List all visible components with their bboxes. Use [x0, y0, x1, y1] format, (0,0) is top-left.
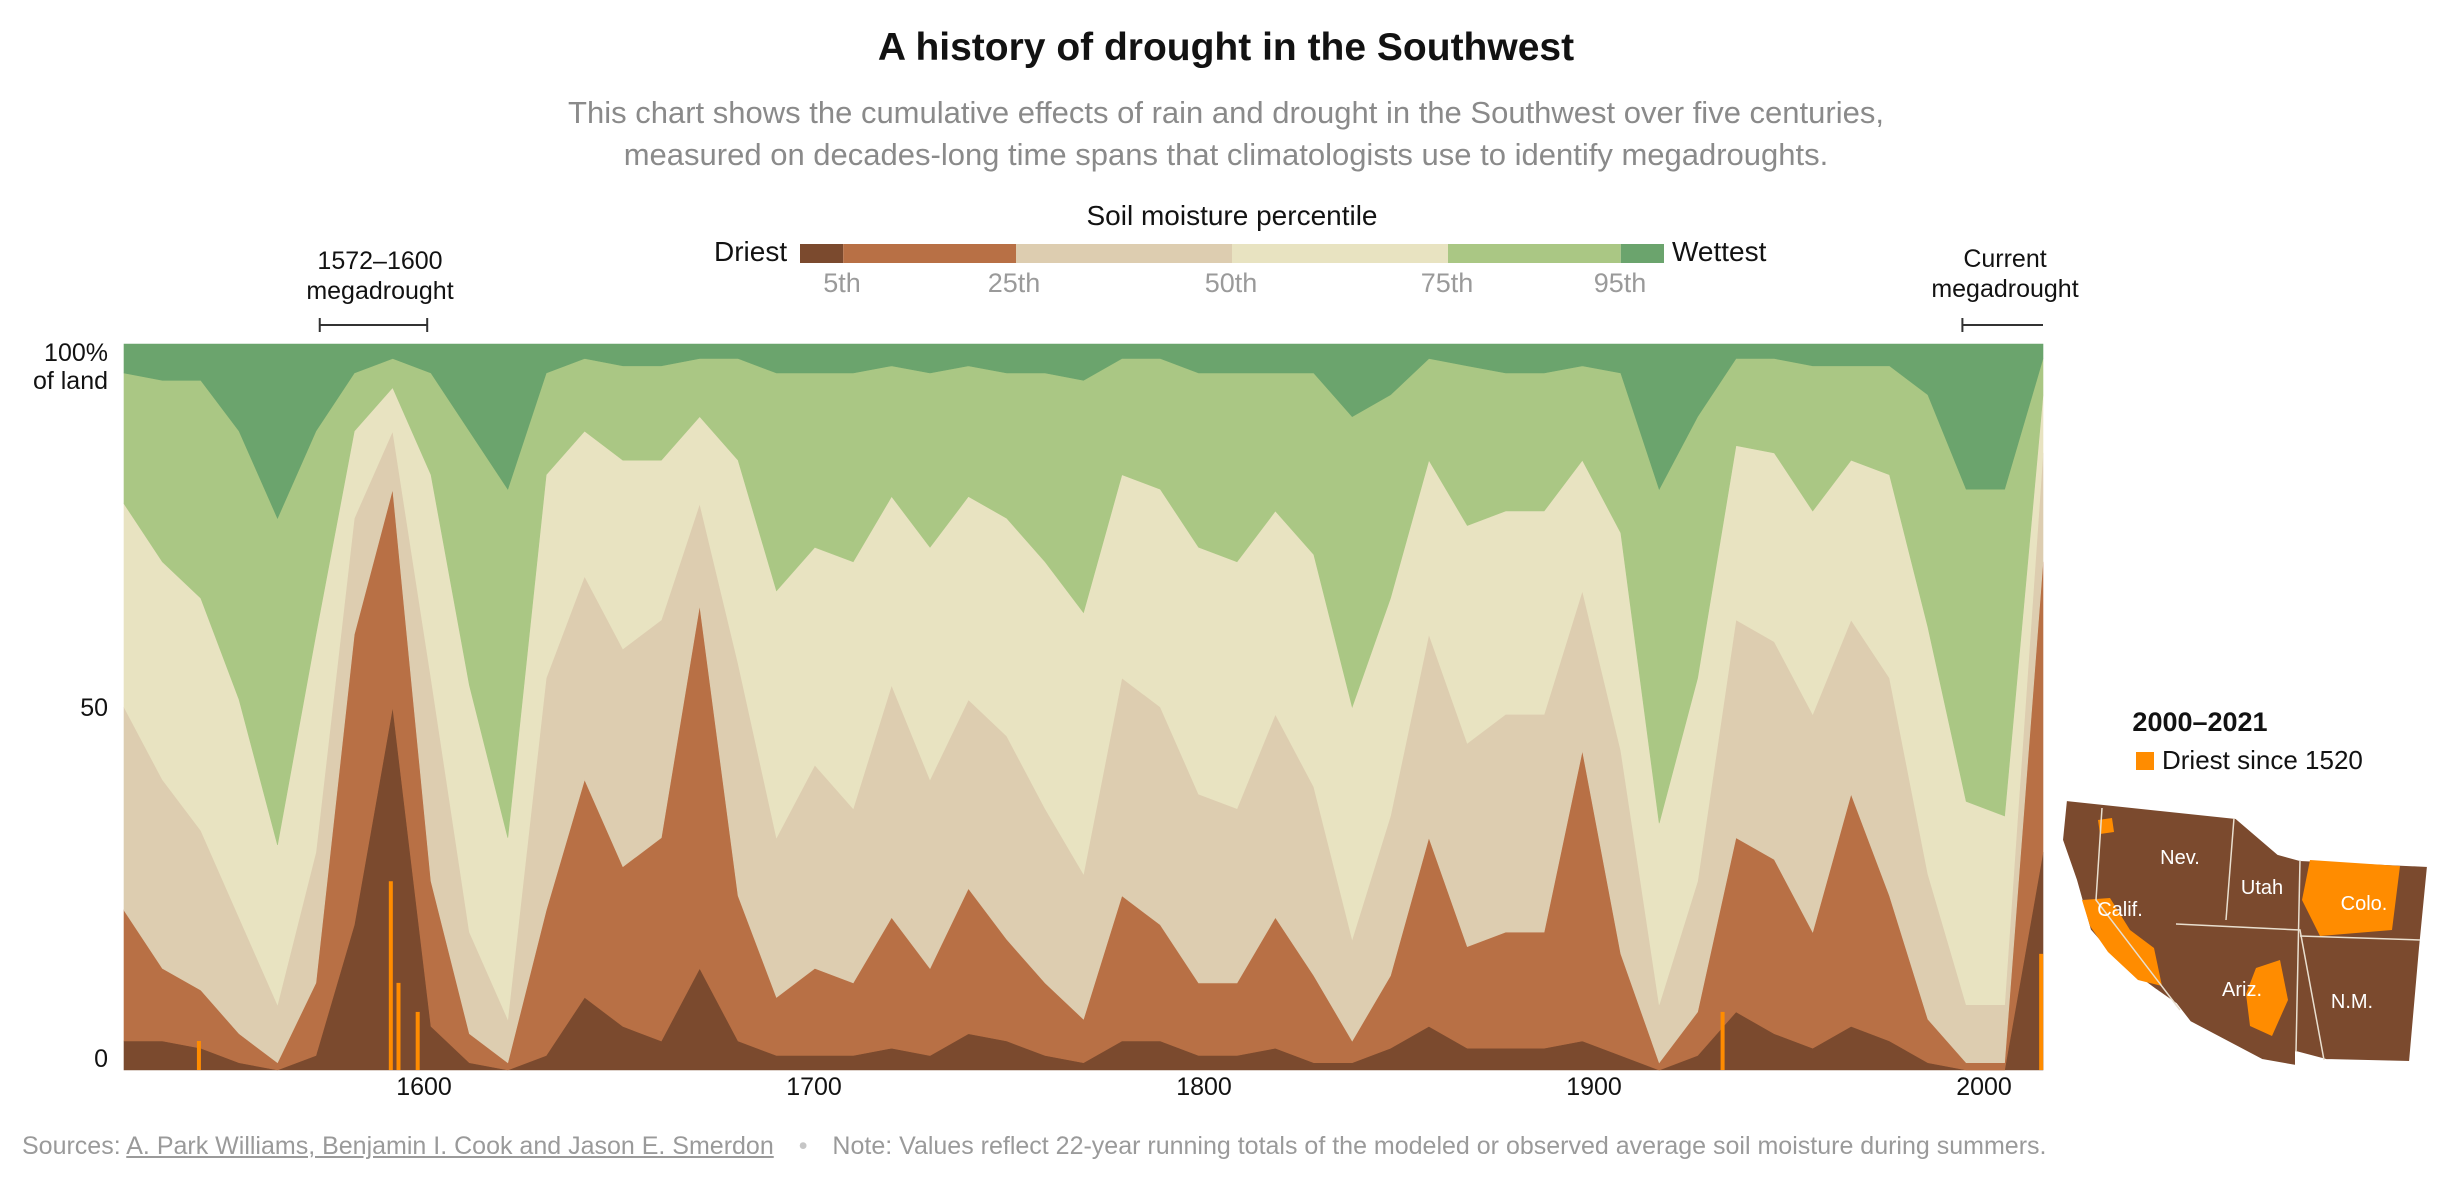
legend-band-2	[1016, 244, 1232, 263]
sources-prefix: Sources:	[22, 1132, 121, 1160]
inset-highlight-colorado	[2302, 860, 2400, 936]
legend-title: Soil moisture percentile	[1086, 200, 1378, 231]
subtitle-line-1: This chart shows the cumulative effects …	[568, 95, 1884, 130]
annotation-1572-years: 1572–1600	[317, 247, 443, 275]
inset-title: 2000–2021	[2132, 707, 2268, 737]
inset-state-label-1: Nev.	[2160, 847, 2200, 869]
inset-highlight-arizona	[2246, 960, 2288, 1036]
inset-border-ca-nv	[2095, 807, 2181, 1011]
area-series-5	[123, 343, 2044, 519]
legend-band-5	[1620, 244, 1664, 263]
southwest-inset-map: Calif. Nev. Utah Colo. Ariz. N.M.	[2060, 798, 2430, 1068]
inset-border-co-nm-h	[2299, 935, 2421, 941]
x-tick-1600: 1600	[396, 1073, 452, 1101]
inset-border-nv-ut	[2225, 817, 2235, 921]
subtitle-line-2: measured on decades-long time spans that…	[623, 137, 1829, 172]
inset-highlight-california	[2082, 898, 2162, 986]
inset-legend: Driest since 1520	[2136, 745, 2363, 776]
inset-state-label-4: Ariz.	[2222, 979, 2262, 1001]
legend-tick-75th: 75th	[1420, 268, 1474, 298]
inset-state-label-2: Utah	[2241, 877, 2283, 899]
legend-band-3	[1232, 244, 1448, 263]
y-tick-100: 100% of land	[8, 339, 108, 395]
driest-spike-4	[1720, 1011, 1725, 1070]
period-brackets	[318, 318, 2043, 332]
x-tick-1700: 1700	[786, 1073, 842, 1101]
inset-highlight-north	[2098, 818, 2114, 834]
driest-spike-3	[196, 1040, 201, 1070]
inset-state-label-3: Colo.	[2341, 893, 2388, 915]
legend-tick-95th: 95th	[1593, 268, 1647, 298]
legend-band-0	[800, 244, 844, 263]
annotation-1572-label: megadrought	[306, 277, 454, 305]
footer-separator: •	[798, 1132, 808, 1160]
legend-band-1	[843, 244, 1016, 263]
y-tick-100-unit: of land	[32, 367, 108, 395]
legend-color-bar	[800, 244, 1664, 263]
annotation-current-line1: Current	[1963, 245, 2047, 273]
inset-state-label-0: Calif.	[2097, 899, 2143, 921]
sources-link[interactable]: A. Park Williams, Benjamin I. Cook and J…	[126, 1132, 774, 1160]
inset-border-south	[2175, 923, 2325, 1061]
y-tick-50: 50	[80, 694, 108, 722]
legend-tick-5th: 5th	[823, 268, 861, 298]
legend-wettest-label: Wettest	[1672, 236, 1767, 267]
x-tick-1800: 1800	[1176, 1073, 1232, 1101]
stacked-area-plot	[123, 343, 2044, 1071]
footer-note: Note: Values reflect 22-year running tot…	[832, 1132, 2047, 1160]
y-tick-0: 0	[94, 1045, 108, 1073]
driest-spike-5	[2039, 953, 2044, 1070]
chart-title: A history of drought in the Southwest	[877, 26, 1575, 69]
inset-legend-label: Driest since 1520	[2162, 745, 2363, 775]
annotation-current-line2: megadrought	[1931, 275, 2079, 303]
inset-legend-swatch	[2136, 752, 2154, 770]
driest-spike-0	[388, 881, 393, 1070]
x-tick-2000: 2000	[1956, 1073, 2012, 1101]
inset-border-co-nm	[2295, 859, 2301, 1053]
legend-tick-25th: 25th	[987, 268, 1041, 298]
driest-spike-1	[396, 982, 401, 1070]
inset-state-label-5: N.M.	[2331, 991, 2373, 1013]
legend-band-4	[1448, 244, 1621, 263]
legend-driest-label: Driest	[714, 236, 788, 267]
annotation-1572-megadrought: 1572–1600 megadrought	[280, 246, 480, 306]
annotation-current-megadrought: Current megadrought	[1905, 244, 2105, 304]
y-tick-100-value: 100%	[44, 339, 108, 367]
chart-subtitle: This chart shows the cumulative effects …	[426, 92, 2026, 176]
legend-tick-50th: 50th	[1204, 268, 1258, 298]
chart-footer: Sources: A. Park Williams, Benjamin I. C…	[22, 1132, 2046, 1161]
driest-spike-2	[415, 1011, 420, 1070]
x-tick-1900: 1900	[1566, 1073, 1622, 1101]
